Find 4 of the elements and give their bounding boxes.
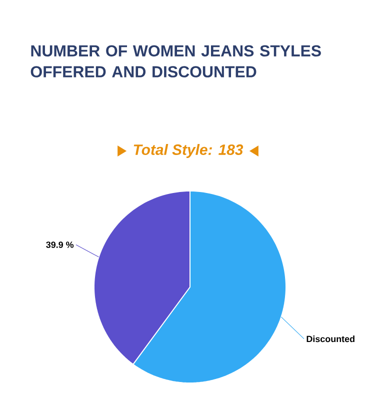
slice-label: Discounted — [306, 336, 354, 342]
data-label: 39.9 % — [46, 242, 74, 248]
chart-title: NUMBER OF WOMEN JEANS STYLES OFFERED AND DISCOUNTED — [30, 45, 321, 78]
chart-subtitle: Total Style: 183 — [134, 144, 244, 158]
